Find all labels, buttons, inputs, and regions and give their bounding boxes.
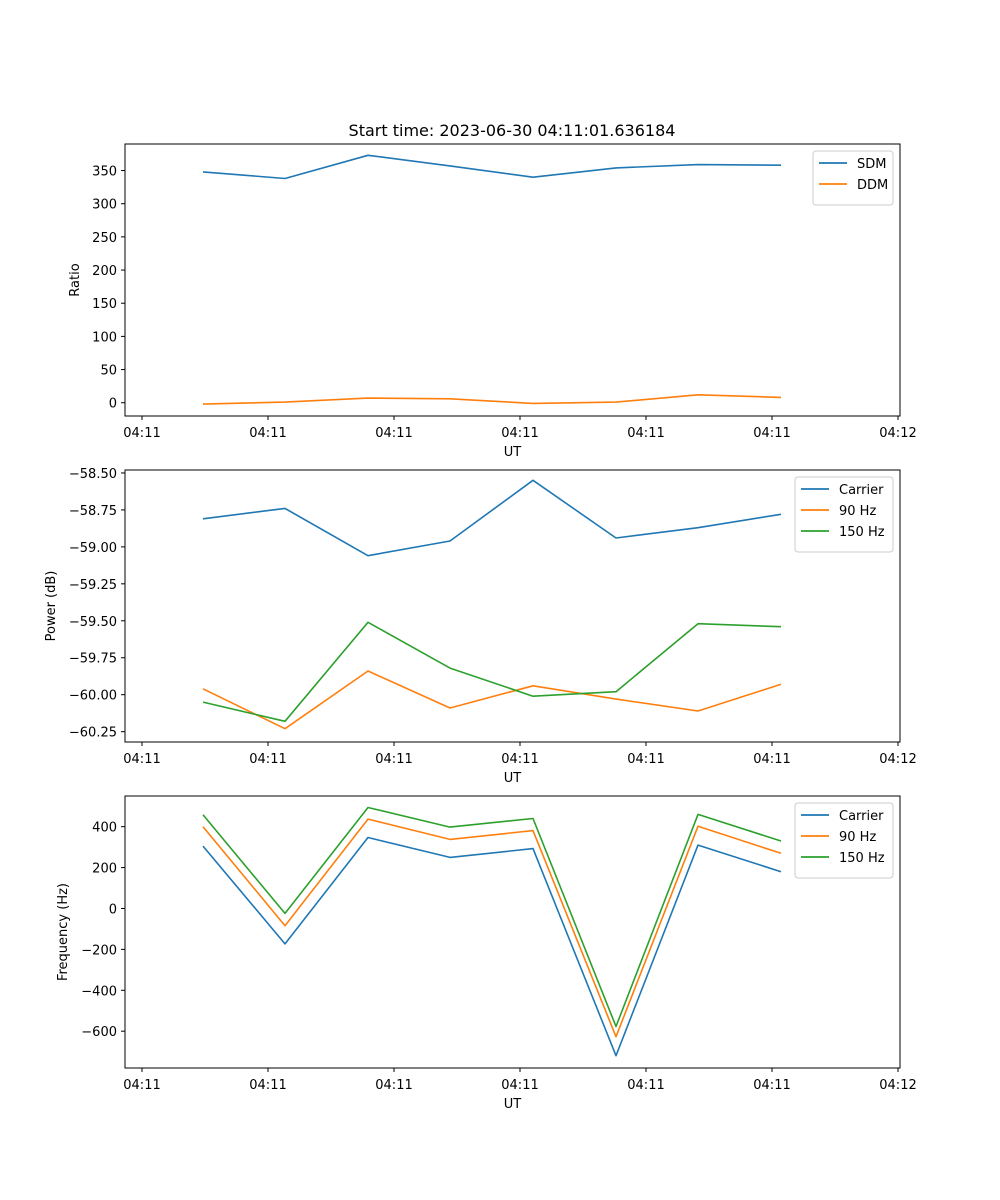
x-tick-label: 04:11	[627, 426, 664, 441]
x-tick-label: 04:12	[879, 1078, 916, 1093]
frequency-panel: 04:11 04:11 04:11 04:11 04:11 04:11 04:12 −600 −…	[56, 795, 917, 1112]
x-axis-label: UT	[504, 1097, 522, 1112]
y-tick-label: 50	[100, 364, 117, 379]
power-panel: 04:11 04:11 04:11 04:11 04:11 04:11 04:12 −60.2…	[44, 467, 917, 786]
y-axis-label: Ratio	[68, 263, 83, 296]
series-line-ddm	[202, 393, 782, 405]
y-tick-label: −59.50	[69, 615, 117, 630]
x-tick-label: 04:11	[123, 426, 160, 441]
x-tick-label: 04:11	[249, 752, 286, 767]
y-tick-label: −59.00	[69, 541, 117, 556]
x-tick-label: 04:12	[879, 752, 916, 767]
y-tick-label: 100	[92, 330, 117, 345]
x-tick-label: 04:12	[879, 426, 916, 441]
legend-box	[794, 802, 894, 879]
legend-label: Carrier	[839, 483, 884, 498]
y-axis-label: Frequency (Hz)	[56, 883, 71, 981]
y-tick-label: −59.75	[69, 652, 117, 667]
y-tick-label: 0	[109, 902, 117, 917]
legend-label: SDM	[857, 157, 886, 172]
series-line-sdm	[202, 154, 782, 180]
y-tick-label: 400	[92, 821, 117, 836]
y-tick-label: 350	[92, 165, 117, 180]
x-tick-label: 04:11	[627, 752, 664, 767]
x-tick-label: 04:11	[627, 1078, 664, 1093]
series-line-carrier	[202, 836, 782, 1057]
x-tick-label: 04:11	[753, 1078, 790, 1093]
series-line-150-hz	[202, 806, 782, 1028]
y-tick-label: −60.25	[69, 726, 117, 741]
axes-frame	[124, 795, 901, 1069]
y-tick-label: −58.75	[69, 504, 117, 519]
axes-frame	[124, 469, 901, 743]
legend: Carrier 90 Hz 150 Hz	[794, 802, 894, 879]
y-tick-label: −400	[81, 984, 117, 999]
series-line-carrier	[202, 479, 782, 557]
legend-label: Carrier	[839, 809, 884, 824]
y-axis-label: Power (dB)	[44, 571, 59, 642]
x-axis-label: UT	[504, 771, 522, 786]
y-tick-label: −200	[81, 943, 117, 958]
legend-label: 90 Hz	[839, 504, 876, 519]
y-tick-label: −600	[81, 1025, 117, 1040]
x-tick-label: 04:11	[753, 752, 790, 767]
chart-title: Start time: 2023-06-30 04:11:01.636184	[349, 121, 676, 140]
legend-label: 150 Hz	[839, 851, 885, 866]
series-line-90-hz	[202, 670, 782, 730]
x-tick-label: 04:11	[501, 1078, 538, 1093]
y-tick-label: 0	[109, 397, 117, 412]
x-tick-label: 04:11	[249, 1078, 286, 1093]
x-tick-label: 04:11	[123, 1078, 160, 1093]
y-tick-label: −59.25	[69, 578, 117, 593]
legend-label: DDM	[857, 178, 888, 193]
y-tick-label: 200	[92, 862, 117, 877]
legend-box	[794, 476, 894, 553]
y-tick-label: −60.00	[69, 689, 117, 704]
y-tick-label: 250	[92, 231, 117, 246]
legend: Carrier 90 Hz 150 Hz	[794, 476, 894, 553]
y-tick-label: −58.50	[69, 467, 117, 482]
x-tick-label: 04:11	[375, 1078, 412, 1093]
y-tick-label: 150	[92, 297, 117, 312]
x-tick-label: 04:11	[123, 752, 160, 767]
x-tick-label: 04:11	[501, 752, 538, 767]
series-line-90-hz	[202, 818, 782, 1038]
series-line-150-hz	[202, 621, 782, 723]
legend-box	[812, 150, 894, 206]
y-tick-label: 200	[92, 264, 117, 279]
x-tick-label: 04:11	[249, 426, 286, 441]
ratio-panel: 04:11 04:11 04:11 04:11 04:11 04:11 04:12 0 50 10…	[68, 143, 917, 460]
x-tick-label: 04:11	[375, 752, 412, 767]
legend: SDM DDM	[812, 150, 894, 206]
x-axis-label: UT	[504, 445, 522, 460]
x-tick-label: 04:11	[501, 426, 538, 441]
legend-label: 150 Hz	[839, 525, 885, 540]
x-tick-label: 04:11	[375, 426, 412, 441]
legend-label: 90 Hz	[839, 830, 876, 845]
y-tick-label: 300	[92, 198, 117, 213]
axes-frame	[124, 143, 901, 417]
x-tick-label: 04:11	[753, 426, 790, 441]
